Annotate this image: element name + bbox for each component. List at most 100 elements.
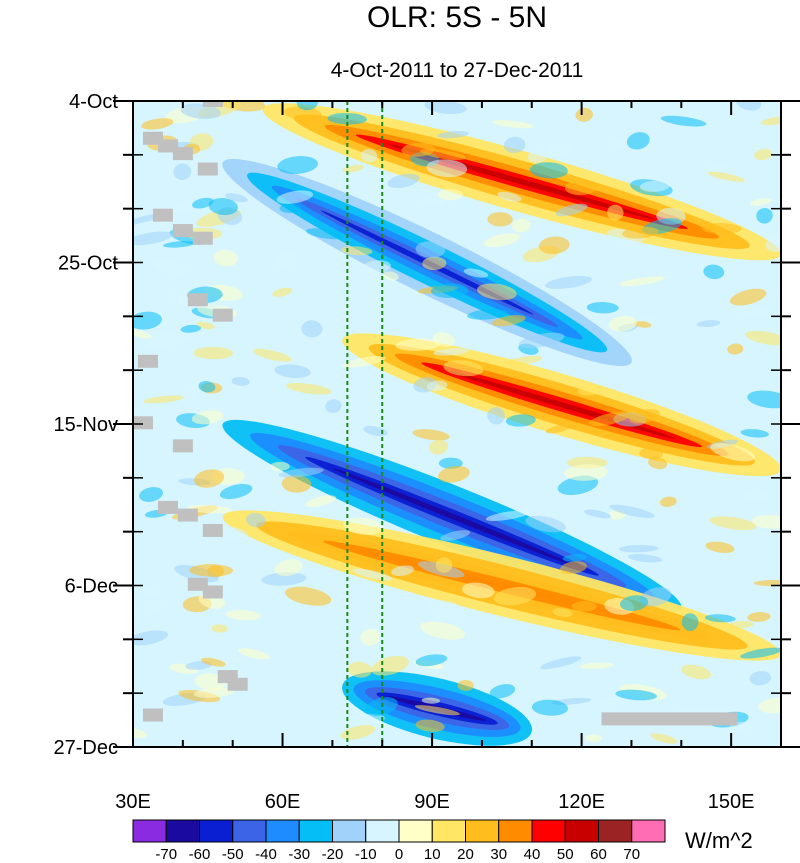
olr-speckle [305, 228, 344, 240]
olr-speckle [133, 582, 158, 597]
olr-speckle [503, 136, 526, 154]
colorbar-label: -40 [255, 846, 277, 863]
colorbar-label: -20 [322, 846, 344, 863]
olr-speckle [540, 656, 582, 670]
olr-speckle [283, 106, 322, 121]
x-tick-label: 90E [414, 791, 450, 813]
olr-speckle [428, 439, 448, 455]
olr-speckle [325, 399, 342, 413]
y-tick-label: 27-Dec [54, 737, 118, 759]
olr-speckle [415, 719, 445, 732]
olr-speckle [545, 424, 571, 434]
missing-data-patch [172, 224, 193, 238]
olr-speckle [133, 231, 174, 246]
olr-speckle [426, 380, 448, 392]
olr-speckle [529, 162, 568, 179]
olr-speckle [443, 360, 484, 377]
colorbar-box [465, 819, 500, 843]
olr-speckle [362, 260, 391, 274]
olr-speckle [273, 253, 297, 268]
olr-speckle [527, 150, 548, 163]
olr-speckle [437, 131, 469, 139]
olr-speckle [200, 657, 226, 667]
olr-speckle [133, 600, 163, 618]
missing-data-patches [133, 101, 738, 726]
olr-speckle [735, 101, 762, 111]
olr-speckle [433, 348, 469, 356]
olr-speckle [463, 268, 489, 278]
olr-speckle [483, 233, 521, 248]
olr-speckle [281, 475, 312, 493]
olr-speckle [577, 385, 604, 396]
missing-data-patch [227, 677, 248, 691]
olr-speckle [274, 559, 303, 577]
olr-speckle [420, 148, 466, 161]
olr-speckle [276, 190, 314, 204]
olr-speckle [608, 315, 638, 332]
olr-speckle [457, 680, 474, 692]
olr-speckle [193, 687, 235, 698]
olr-speckle [525, 515, 567, 533]
colorbar-box [199, 819, 234, 843]
x-tick-label: 120E [558, 791, 605, 813]
olr-speckle [274, 364, 311, 379]
olr-speckle [426, 599, 461, 612]
missing-data-patch [212, 308, 233, 322]
olr-speckle [525, 259, 548, 272]
olr-speckle [740, 647, 781, 659]
olr-speckle [544, 275, 592, 289]
olr-speckle [753, 579, 781, 587]
olr-speckle [729, 288, 767, 306]
olr-speckle [756, 208, 773, 224]
olr-speckle [141, 118, 174, 130]
y-axis: 4-Oct 25-Oct 15-Nov 6-Dec 27-Dec [54, 91, 800, 759]
olr-speckle [461, 582, 495, 599]
olr-speckle [696, 320, 721, 327]
olr-speckle [629, 409, 661, 424]
olr-speckle [729, 620, 754, 629]
olr-speckle [650, 733, 678, 744]
y-tick-label: 4-Oct [69, 91, 118, 113]
olr-speckle [182, 383, 202, 397]
olr-speckle [219, 483, 253, 500]
olr-speckle [360, 628, 381, 646]
missing-data-patch [172, 439, 193, 453]
colorbar-label: -30 [288, 846, 310, 863]
olr-speckle [133, 727, 148, 739]
colorbar-box [431, 819, 466, 843]
x-tick-label: 150E [708, 791, 755, 813]
olr-speckle [701, 222, 742, 234]
olr-speckle [432, 332, 455, 348]
olr-speckle [419, 197, 446, 207]
olr-speckle [342, 355, 386, 368]
olr-speckle [588, 411, 632, 427]
olr-speckle [225, 610, 261, 621]
olr-speckle [278, 467, 324, 478]
olr-speckle [586, 302, 619, 314]
olr-speckle [340, 725, 376, 740]
olr-speckle [173, 163, 192, 181]
colorbar-box [132, 819, 167, 843]
missing-data-patch [142, 708, 163, 722]
olr-speckle [709, 516, 757, 531]
olr-speckle [286, 383, 333, 395]
olr-speckle [660, 115, 707, 127]
missing-data-patch [197, 162, 218, 176]
colorbar-box [165, 819, 200, 843]
olr-speckle [133, 630, 168, 646]
x-tick-label: 60E [265, 791, 301, 813]
olr-speckle [211, 624, 228, 633]
olr-speckle [491, 120, 534, 129]
olr-speckle [213, 249, 239, 267]
olr-speckle [749, 198, 772, 206]
olr-speckle [703, 264, 725, 280]
olr-speckle [387, 173, 420, 188]
olr-speckle [618, 545, 659, 553]
olr-speckle [246, 512, 266, 528]
olr-speckle [143, 331, 191, 348]
colorbar-label: 50 [557, 846, 574, 863]
colorbar-label: 40 [524, 846, 541, 863]
olr-speckle [342, 517, 383, 535]
colorbar-label: 0 [395, 846, 403, 863]
chart-title: OLR: 5S - 5N [367, 1, 547, 34]
